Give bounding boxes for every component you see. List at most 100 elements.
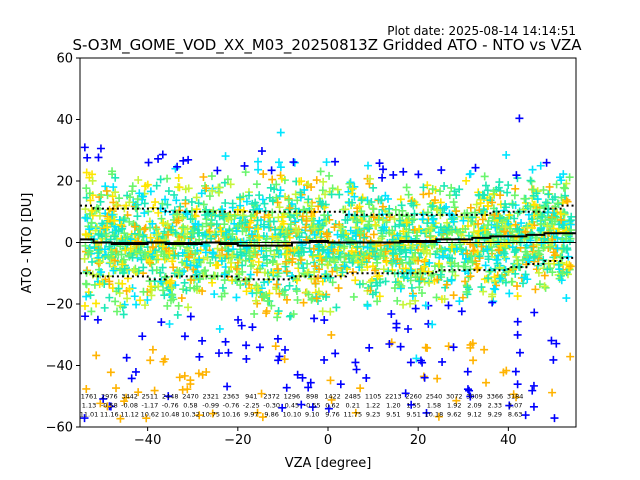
- scatter-point: [440, 295, 449, 304]
- scatter-point: [461, 254, 470, 263]
- y-tick-label: −60: [46, 421, 73, 436]
- scatter-point: [94, 259, 103, 268]
- scatter-point: [95, 280, 104, 289]
- scatter-point: [566, 216, 575, 225]
- scatter-point: [245, 251, 254, 260]
- scatter-point: [548, 268, 557, 277]
- scatter-point: [433, 206, 442, 215]
- scatter-point: [208, 186, 217, 195]
- scatter-point: [172, 211, 181, 220]
- scatter-point: [258, 413, 267, 422]
- scatter-point: [463, 385, 472, 394]
- scatter-point: [338, 268, 347, 277]
- scatter-point: [364, 220, 373, 229]
- scatter-point: [184, 303, 193, 312]
- scatter-point: [308, 403, 317, 412]
- scatter-point: [544, 259, 553, 268]
- scatter-point: [335, 190, 344, 199]
- scatter-point: [146, 356, 155, 365]
- scatter-point: [97, 190, 106, 199]
- scatter-point: [281, 345, 290, 354]
- scatter-point: [81, 312, 90, 321]
- scatter-point: [173, 310, 182, 319]
- scatter-point: [411, 304, 420, 313]
- scatter-point: [134, 388, 143, 397]
- scatter-point: [140, 209, 149, 218]
- scatter-point: [479, 206, 488, 215]
- scatter-point: [322, 292, 331, 301]
- scatter-point: [539, 264, 548, 273]
- bin-stat-label: -0.76: [162, 401, 179, 409]
- scatter-point: [223, 175, 232, 184]
- y-tick-label: 20: [56, 175, 73, 190]
- y-tick-label: 60: [56, 52, 73, 67]
- scatter-point: [125, 284, 134, 293]
- scatter-point: [472, 200, 481, 209]
- bin-stat-label: 941: [245, 392, 257, 400]
- scatter-point: [352, 365, 361, 374]
- scatter-point: [115, 194, 124, 203]
- scatter-point: [540, 282, 549, 291]
- scatter-point: [205, 192, 214, 201]
- scatter-point: [391, 205, 400, 214]
- scatter-point: [550, 256, 559, 265]
- scatter-point: [442, 280, 451, 289]
- scatter-point: [469, 228, 478, 237]
- scatter-point: [315, 242, 324, 251]
- scatter-point: [500, 227, 509, 236]
- scatter-point: [374, 215, 383, 224]
- scatter-point: [100, 245, 109, 254]
- scatter-point: [328, 267, 337, 276]
- mean-line: [80, 232, 576, 247]
- scatter-point: [492, 221, 501, 230]
- scatter-point: [105, 242, 114, 251]
- scatter-point: [175, 183, 184, 192]
- scatter-point: [101, 182, 110, 191]
- scatter-point: [192, 270, 201, 279]
- scatter-point: [278, 287, 287, 296]
- bin-stat-label: -1.17: [141, 401, 158, 409]
- bin-stat-label: 1.58: [427, 401, 441, 409]
- bin-stat-label: 2485: [345, 392, 362, 400]
- scatter-point: [272, 280, 281, 289]
- scatter-point: [419, 190, 428, 199]
- scatter-point: [174, 301, 183, 310]
- scatter-point: [112, 200, 121, 209]
- scatter-point: [165, 319, 174, 328]
- scatter-point: [343, 216, 352, 225]
- scatter-point: [506, 224, 515, 233]
- scatter-point: [439, 251, 448, 260]
- scatter-point: [152, 181, 161, 190]
- scatter-point: [262, 251, 271, 260]
- scatter-point: [260, 199, 269, 208]
- scatter-point: [340, 252, 349, 261]
- scatter-point: [160, 291, 169, 300]
- bin-stat-label: 3.07: [508, 401, 522, 409]
- bin-stat-label: 1105: [365, 392, 382, 400]
- scatter-point: [264, 223, 273, 232]
- bin-stat-label: 1422: [324, 392, 341, 400]
- scatter-point: [502, 240, 511, 249]
- scatter-point: [104, 214, 113, 223]
- scatter-point: [549, 355, 558, 364]
- scatter-point: [559, 170, 568, 179]
- scatter-point: [485, 267, 494, 276]
- scatter-point: [259, 170, 268, 179]
- scatter-point: [140, 301, 149, 310]
- scatter-point: [361, 252, 370, 261]
- scatter-point: [411, 248, 420, 257]
- scatter-point: [275, 203, 284, 212]
- scatter-point: [191, 249, 200, 258]
- scatter-point: [272, 234, 281, 243]
- scatter-point: [529, 381, 538, 390]
- scatter-point: [106, 258, 115, 267]
- scatter-point: [109, 183, 118, 192]
- scatter-point: [491, 223, 500, 232]
- scatter-point: [223, 382, 232, 391]
- scatter-point: [510, 191, 519, 200]
- scatter-point: [521, 411, 530, 420]
- scatter-point: [179, 156, 188, 165]
- scatter-point: [444, 301, 453, 310]
- scatter-point: [402, 183, 411, 192]
- scatter-point: [121, 246, 130, 255]
